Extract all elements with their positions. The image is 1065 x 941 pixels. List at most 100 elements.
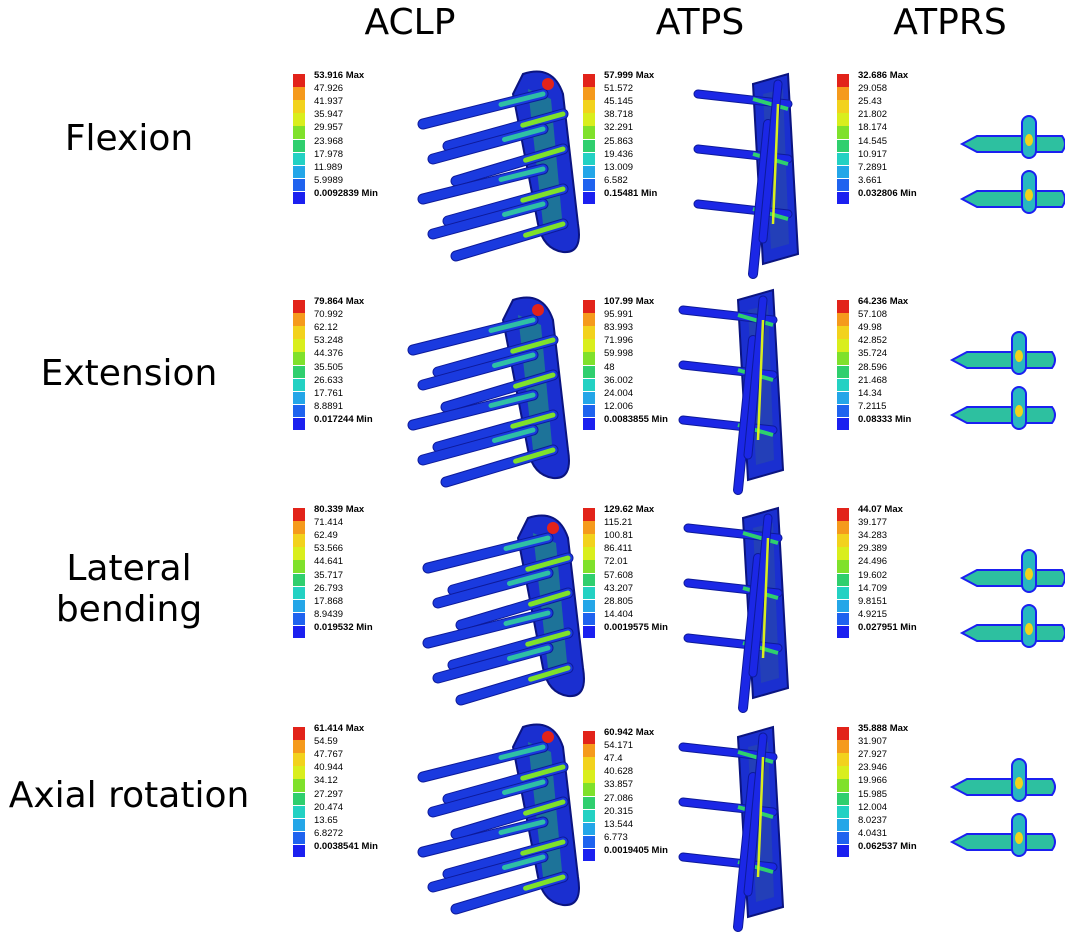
legend-tick-label: 24.004	[604, 387, 634, 399]
legend-swatch	[293, 339, 305, 352]
screw-body	[734, 773, 757, 931]
legend-swatch	[293, 178, 305, 192]
legend-swatch	[837, 300, 849, 313]
legend-swatch	[293, 586, 305, 600]
legend-swatch	[837, 818, 849, 832]
legend-swatch	[837, 831, 849, 845]
stress-hotspot	[1015, 777, 1023, 789]
legend-swatch	[837, 352, 849, 365]
legend-swatch	[583, 770, 595, 783]
stress-legend: 64.236 Max 57.108 49.98 42.852 35.724 28.596 2…	[837, 296, 947, 460]
column-header-atps: ATPS	[655, 2, 745, 43]
stress-hotspot	[542, 78, 554, 90]
legend-tick-label: 13.009	[604, 161, 634, 173]
legend-swatch	[293, 139, 305, 152]
legend-tick-label: 8.0237	[858, 814, 888, 826]
legend-swatch	[583, 404, 595, 418]
cell-flexion-atprs: 32.686 Max 29.058 25.43 21.802 18.174 14.545 1…	[837, 70, 1065, 284]
legend-max-label: 80.339 Max	[314, 504, 365, 515]
legend-swatch	[293, 126, 305, 139]
legend-swatch	[837, 191, 849, 205]
legend-tick-label: 35.947	[314, 109, 344, 121]
legend-tick-label: 26.633	[314, 374, 344, 386]
legend-tick-label: 29.957	[314, 122, 344, 134]
legend-swatch	[837, 152, 849, 166]
legend-swatch	[293, 625, 305, 639]
legend-tick-label: 70.992	[314, 309, 344, 321]
atprs-screw-model	[949, 331, 1056, 430]
legend-swatch	[583, 74, 595, 87]
column-header-aclp: ACLP	[364, 2, 456, 43]
atps-plate-screw-model	[678, 725, 785, 932]
screw-stress-highlight	[523, 221, 566, 238]
legend-swatch	[837, 586, 849, 600]
screw-stress-highlight	[756, 756, 765, 878]
screw-body	[744, 296, 767, 459]
legend-swatch	[293, 365, 305, 378]
stress-hotspot	[1025, 568, 1033, 580]
legend-swatch	[583, 139, 595, 152]
stress-hotspot	[532, 304, 544, 316]
screw-body	[759, 80, 782, 243]
legend-swatch	[837, 365, 849, 378]
legend-min-label: 0.0083855 Min	[604, 413, 668, 425]
legend-min-label: 0.062537 Min	[858, 840, 917, 852]
legend-swatch	[583, 113, 595, 126]
legend-tick-label: 18.174	[858, 122, 888, 134]
screw-stress-highlight	[507, 645, 551, 661]
legend-tick-label: 62.49	[314, 530, 338, 542]
screw-stress-highlight	[488, 392, 536, 408]
legend-swatch	[837, 508, 849, 521]
cell-flexion-atps: 57.999 Max 51.572 45.145 38.718 32.291 25.863…	[583, 70, 903, 284]
legend-swatch	[293, 100, 305, 113]
legend-tick-label: 3.661	[858, 174, 882, 186]
legend-tick-label: 20.474	[314, 801, 344, 813]
legend-swatch	[293, 779, 305, 792]
screw-shaft	[949, 778, 1056, 796]
legend-swatch	[837, 560, 849, 573]
aclp-plate-model	[417, 70, 580, 262]
legend-tick-label: 29.058	[858, 83, 888, 95]
aclp-plate-model	[407, 296, 570, 488]
legend-swatch	[583, 835, 595, 849]
legend-tick-label: 19.966	[858, 775, 888, 787]
legend-swatch	[293, 753, 305, 766]
screw-stress-highlight	[498, 744, 546, 760]
screw-shaft	[949, 406, 1056, 424]
legend-swatch	[837, 612, 849, 626]
legend-swatch	[293, 313, 305, 326]
legend-swatch	[293, 831, 305, 845]
legend-min-label: 0.0019575 Min	[604, 621, 668, 633]
legend-swatch	[293, 547, 305, 560]
screw-stress-highlight	[520, 839, 566, 856]
legend-swatch	[837, 326, 849, 339]
legend-tick-label: 86.411	[604, 543, 633, 555]
plate-stress-band	[737, 750, 774, 764]
stress-hotspot	[1015, 405, 1023, 417]
cell-flexion-aclp: 53.916 Max 47.926 41.937 35.947 29.957 23.968…	[293, 70, 613, 284]
legend-tick-label: 57.108	[858, 309, 888, 321]
stress-hotspot	[1025, 189, 1033, 201]
screw-stress-highlight	[761, 537, 770, 659]
cell-lateral-bending-aclp: 80.339 Max 71.414 62.49 53.566 44.641 35.717 2…	[293, 504, 613, 718]
legend-min-label: 0.032806 Min	[858, 187, 917, 199]
legend-tick-label: 47.767	[314, 749, 344, 761]
legend-tick-label: 17.761	[314, 387, 344, 399]
legend-swatch	[837, 625, 849, 639]
aclp-plate-model	[422, 514, 585, 706]
legend-max-label: 79.864 Max	[314, 296, 365, 307]
cell-lateral-bending-atps: 129.62 Max 115.21 100.81 86.411 72.01 57.608 4…	[583, 504, 903, 718]
legend-tick-label: 9.8151	[858, 595, 888, 607]
screw-stress-highlight	[498, 166, 546, 182]
legend-tick-label: 57.608	[604, 569, 634, 581]
legend-swatch	[837, 599, 849, 613]
legend-swatch	[583, 87, 595, 100]
legend-tick-label: 20.315	[604, 805, 634, 817]
legend-min-label: 0.019532 Min	[314, 621, 373, 633]
legend-swatch	[583, 126, 595, 139]
legend-tick-label: 4.9215	[858, 608, 888, 620]
column-header-atprs: ATPRS	[893, 2, 1007, 43]
legend-tick-label: 28.596	[858, 361, 888, 373]
legend-tick-label: 21.802	[858, 109, 888, 121]
aclp-plate-model	[417, 723, 580, 915]
